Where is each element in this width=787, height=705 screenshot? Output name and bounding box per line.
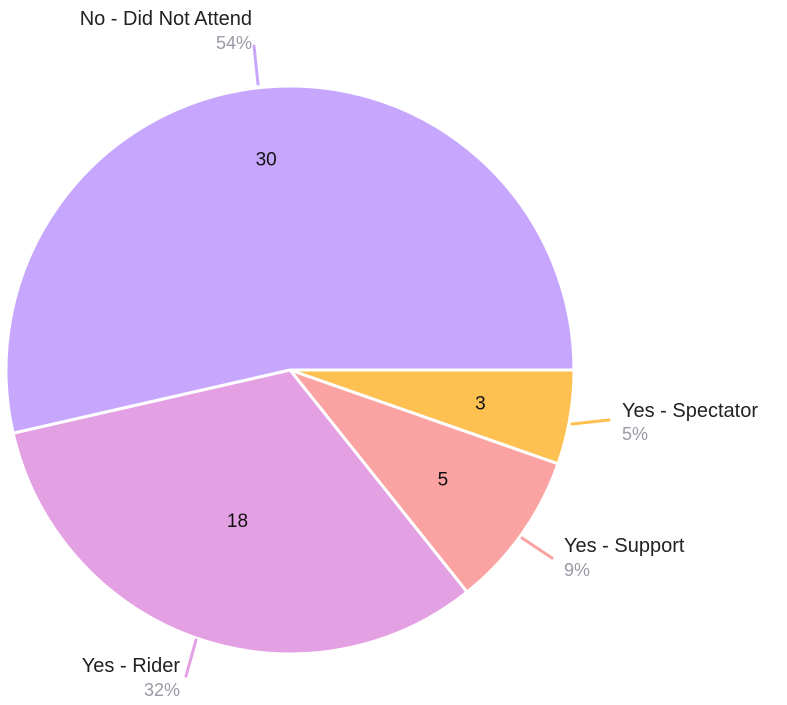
slice-label-yes-rider: Yes - Rider bbox=[82, 655, 181, 677]
pie-slice-yes-rider[interactable] bbox=[11, 368, 469, 656]
slice-value-no-did-not-attend: 30 bbox=[256, 149, 277, 170]
slice-value-yes-rider: 18 bbox=[227, 511, 248, 532]
slice-percent-no-did-not-attend: 54% bbox=[216, 33, 252, 53]
slice-label-yes-support: Yes - Support bbox=[564, 535, 685, 557]
leader-lines bbox=[184, 44, 611, 678]
leader-line-no-did-not-attend bbox=[252, 44, 260, 86]
slice-percent-yes-spectator: 5% bbox=[622, 424, 648, 444]
pie-slices bbox=[4, 84, 576, 656]
slice-label-no-did-not-attend: No - Did Not Attend bbox=[80, 8, 252, 30]
pie-slice-yes-support[interactable] bbox=[288, 368, 560, 594]
slice-label-yes-spectator: Yes - Spectator bbox=[622, 400, 758, 422]
leader-line-yes-rider bbox=[184, 638, 198, 678]
slice-percent-yes-support: 9% bbox=[564, 560, 590, 580]
slice-value-yes-support: 5 bbox=[438, 469, 449, 490]
pie-slice-no-did-not-attend[interactable] bbox=[4, 84, 576, 435]
slice-value-yes-spectator: 3 bbox=[475, 393, 486, 414]
slice-percent-yes-rider: 32% bbox=[144, 680, 180, 700]
leader-line-yes-spectator bbox=[570, 418, 611, 426]
leader-line-yes-support bbox=[520, 536, 554, 560]
